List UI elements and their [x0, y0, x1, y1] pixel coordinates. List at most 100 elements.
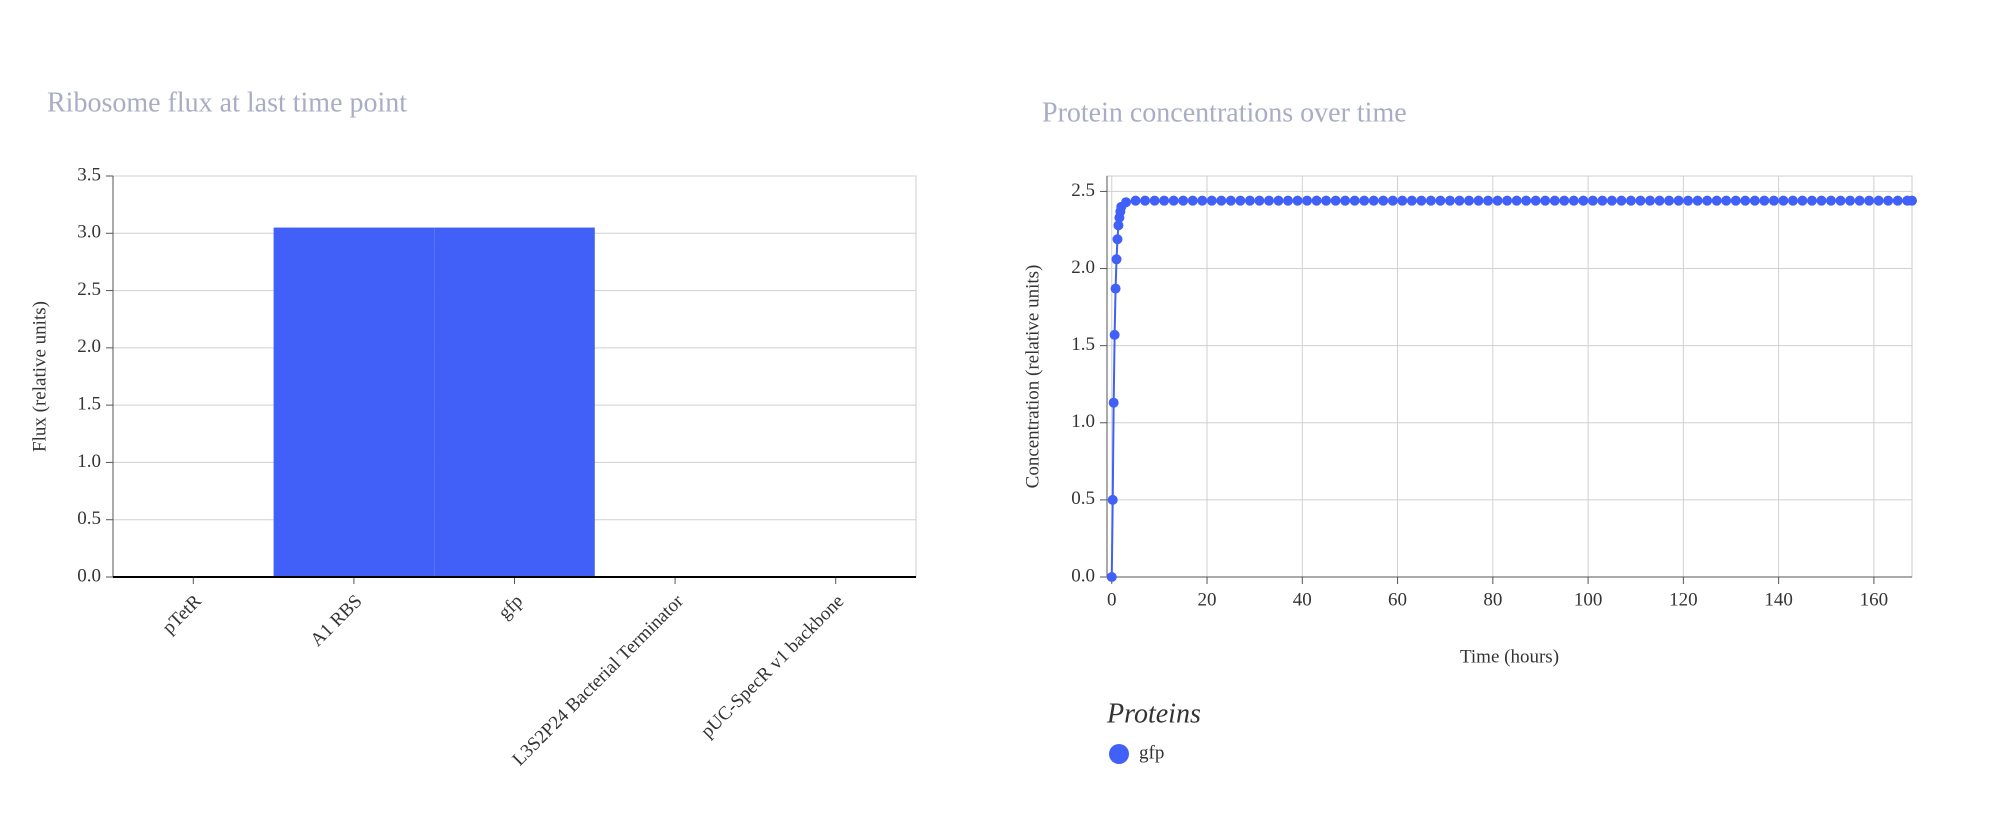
data-point	[1273, 195, 1284, 206]
y-tick-label: 2.0	[77, 336, 101, 357]
data-point	[1416, 195, 1427, 206]
data-point	[1797, 195, 1808, 206]
data-point	[1387, 195, 1398, 206]
data-point	[1435, 195, 1446, 206]
x-tick-label: 20	[1198, 589, 1217, 610]
y-tick-label: 1.0	[1071, 411, 1095, 432]
data-point	[1578, 195, 1589, 206]
data-point	[1113, 220, 1124, 231]
x-tick-label: 40	[1293, 589, 1312, 610]
data-point	[1187, 195, 1198, 206]
data-point	[1254, 195, 1265, 206]
y-tick-label: 0.5	[1071, 488, 1095, 509]
x-tick-label: L3S2P24 Bacterial Terminator	[508, 590, 688, 770]
y-tick-label: 1.5	[77, 394, 101, 415]
data-point	[1616, 195, 1627, 206]
data-point	[1787, 195, 1798, 206]
data-point	[1292, 195, 1303, 206]
series-line	[1110, 199, 1912, 578]
data-point	[1702, 195, 1713, 206]
data-point	[1111, 254, 1122, 265]
data-point	[1130, 195, 1141, 206]
data-point	[1473, 195, 1484, 206]
data-point	[1197, 195, 1208, 206]
data-point	[1530, 195, 1541, 206]
y-tick-label: 3.0	[77, 222, 101, 243]
data-point	[1349, 195, 1360, 206]
x-tick-label: 80	[1483, 589, 1502, 610]
data-point	[1816, 195, 1827, 206]
bar	[273, 227, 435, 578]
y-tick-label: 2.5	[77, 279, 101, 300]
data-point	[1425, 195, 1436, 206]
data-point	[1606, 195, 1617, 206]
data-point	[1340, 195, 1351, 206]
data-point	[1692, 195, 1703, 206]
data-point	[1110, 283, 1121, 294]
chart-title: Ribosome flux at last time point	[47, 87, 407, 118]
data-point	[1664, 195, 1675, 206]
data-point	[1730, 195, 1741, 206]
data-point	[1625, 195, 1636, 206]
data-point	[1168, 195, 1179, 206]
y-tick-label: 2.0	[1071, 257, 1095, 278]
y-tick-label: 0.5	[77, 508, 101, 529]
data-point	[1406, 195, 1417, 206]
data-point	[1140, 195, 1151, 206]
data-point	[1359, 195, 1370, 206]
x-tick-label: pUC-SpecR v1 backbone	[697, 591, 848, 742]
data-point	[1378, 195, 1389, 206]
data-point	[1178, 195, 1189, 206]
data-point	[1778, 195, 1789, 206]
plot-frame	[1106, 175, 1913, 578]
x-tick-label: 100	[1574, 589, 1603, 610]
data-point	[1330, 195, 1341, 206]
y-tick-label: 2.5	[1071, 180, 1095, 201]
x-tick-label: 140	[1764, 589, 1793, 610]
data-point	[1283, 195, 1294, 206]
data-point	[1112, 234, 1123, 245]
data-point	[1711, 195, 1722, 206]
data-point	[1159, 195, 1170, 206]
legend-swatch	[1109, 744, 1129, 764]
data-point	[1108, 397, 1119, 408]
data-point	[1454, 195, 1465, 206]
data-point	[1645, 195, 1656, 206]
data-point	[1854, 195, 1865, 206]
data-point	[1311, 195, 1322, 206]
x-tick-label: pTetR	[158, 591, 206, 639]
data-point	[1511, 195, 1522, 206]
data-point	[1540, 195, 1551, 206]
chart-title: Protein concentrations over time	[1042, 97, 1407, 128]
data-point	[1521, 195, 1532, 206]
x-tick-label: 160	[1860, 589, 1889, 610]
data-point	[1559, 195, 1570, 206]
data-point	[1492, 195, 1503, 206]
legend-label: gfp	[1139, 742, 1164, 763]
data-point	[1244, 195, 1255, 206]
data-point	[1107, 494, 1118, 505]
data-point	[1397, 195, 1408, 206]
data-point	[1654, 195, 1665, 206]
data-point	[1321, 195, 1332, 206]
legend-title: Proteins	[1106, 698, 1201, 729]
x-tick-label: A1 RBS	[306, 591, 366, 651]
y-tick-label: 3.5	[77, 164, 101, 185]
data-point	[1568, 195, 1579, 206]
data-point	[1263, 195, 1274, 206]
data-point	[1635, 195, 1646, 206]
data-point	[1597, 195, 1608, 206]
y-axis-label: Concentration (relative units)	[1022, 265, 1043, 489]
data-point	[1683, 195, 1694, 206]
data-point	[1768, 195, 1779, 206]
data-point	[1873, 195, 1884, 206]
data-point	[1826, 195, 1837, 206]
y-tick-label: 0.0	[1071, 565, 1095, 586]
data-point	[1225, 195, 1236, 206]
data-point	[1835, 195, 1846, 206]
bar	[434, 227, 595, 578]
data-point	[1549, 195, 1560, 206]
data-point	[1502, 195, 1513, 206]
data-point	[1864, 195, 1875, 206]
